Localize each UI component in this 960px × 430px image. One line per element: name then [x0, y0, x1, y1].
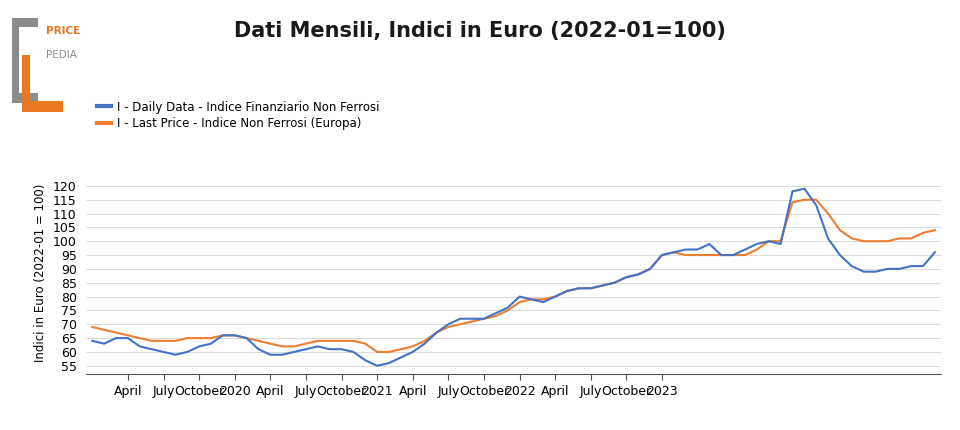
Bar: [12, 18, 38, 27]
Text: Dati Mensili, Indici in Euro (2022-01=100): Dati Mensili, Indici in Euro (2022-01=10…: [234, 22, 726, 42]
Bar: [22, 55, 30, 112]
Bar: [12, 93, 38, 102]
Y-axis label: Indici in Euro (2022-01 = 100): Indici in Euro (2022-01 = 100): [35, 184, 47, 362]
Text: PEDIA: PEDIA: [45, 50, 77, 60]
Bar: [22, 101, 62, 112]
Legend: I - Daily Data - Indice Finanziario Non Ferrosi, I - Last Price - Indice Non Fer: I - Daily Data - Indice Finanziario Non …: [97, 101, 379, 130]
Text: PRICE: PRICE: [45, 26, 80, 36]
Bar: [12, 18, 19, 102]
